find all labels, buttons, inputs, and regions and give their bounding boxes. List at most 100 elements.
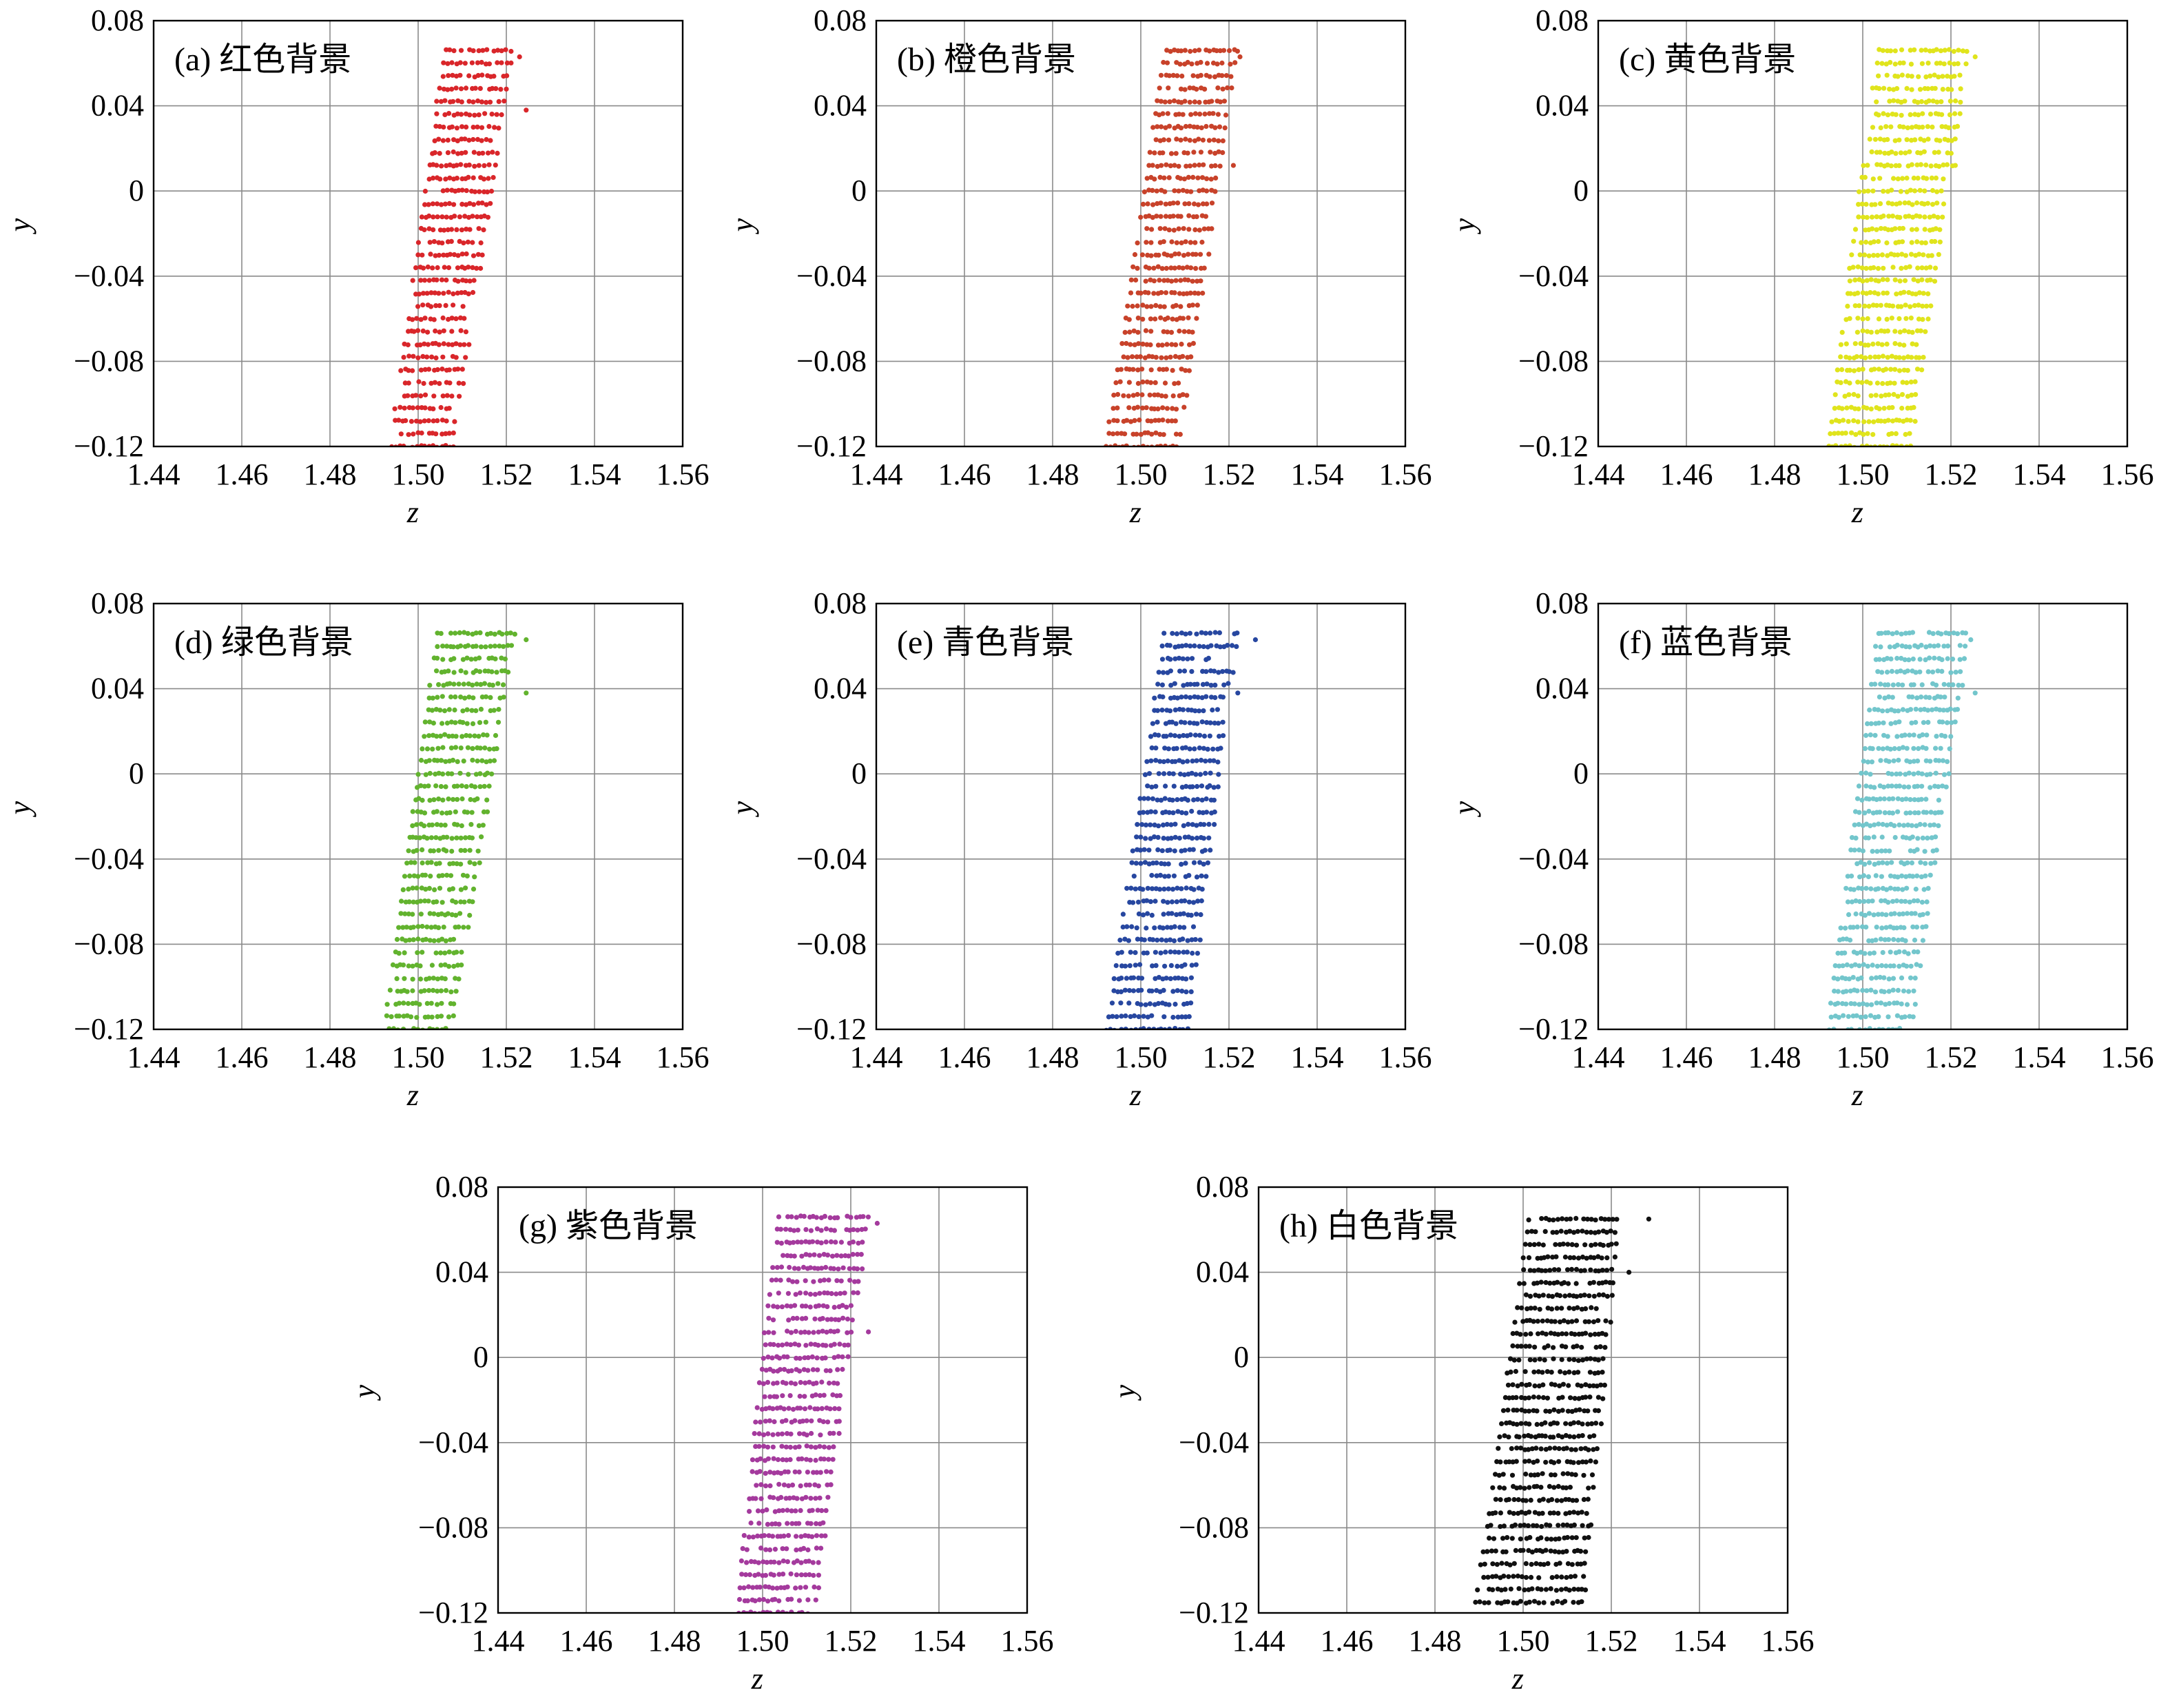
data-point: [1871, 419, 1877, 424]
data-point: [1155, 834, 1161, 840]
data-point: [1139, 976, 1145, 981]
data-point: [1579, 1587, 1584, 1592]
data-point: [1551, 1434, 1556, 1440]
data-point: [457, 393, 462, 399]
data-point: [1972, 54, 1978, 60]
data-point: [1547, 1268, 1553, 1273]
data-point: [453, 912, 459, 918]
data-point: [1220, 138, 1226, 143]
y-axis-label: y: [3, 801, 37, 817]
data-point: [1872, 681, 1878, 687]
data-point: [1214, 48, 1219, 54]
data-point: [1207, 74, 1212, 79]
data-point: [790, 1406, 796, 1412]
data-point: [1212, 809, 1217, 815]
data-point: [774, 1394, 779, 1399]
x-tick-label: 1.54: [1291, 1040, 1344, 1074]
data-point: [1203, 796, 1209, 802]
data-point: [816, 1342, 821, 1348]
data-point: [1167, 99, 1172, 105]
data-point: [1894, 85, 1900, 92]
data-point: [453, 976, 458, 981]
data-point: [1932, 655, 1937, 661]
data-point: [1886, 1000, 1892, 1007]
data-point: [1511, 1561, 1517, 1566]
data-point: [1156, 252, 1161, 258]
data-point: [757, 1585, 763, 1590]
data-point: [1895, 682, 1901, 688]
data-point: [781, 1533, 787, 1539]
data-point: [1949, 87, 1954, 92]
data-point: [785, 1521, 790, 1526]
data-point: [1188, 694, 1193, 700]
data-point: [866, 1329, 871, 1335]
data-point: [1836, 1015, 1841, 1020]
data-point: [792, 1381, 798, 1387]
data-point: [1181, 404, 1187, 410]
data-point: [750, 1457, 756, 1463]
data-point: [1138, 290, 1144, 296]
data-point: [442, 708, 448, 714]
data-point: [1571, 1600, 1576, 1605]
data-point: [1604, 1268, 1610, 1273]
data-point: [1182, 99, 1188, 104]
data-point: [771, 1495, 776, 1501]
data-point: [1138, 834, 1144, 840]
data-point: [1211, 137, 1217, 143]
data-point: [860, 1214, 866, 1220]
data-point: [738, 1558, 744, 1564]
data-point: [1567, 1255, 1573, 1260]
data-point: [1859, 924, 1866, 929]
x-axis-label: z: [406, 495, 419, 529]
data-point: [1921, 252, 1926, 258]
data-point: [758, 1545, 764, 1551]
data-point: [1199, 630, 1204, 635]
data-point: [414, 885, 420, 891]
data-point: [1551, 1460, 1557, 1465]
data-point: [1866, 938, 1872, 944]
data-point: [1160, 822, 1166, 827]
data-point: [435, 367, 440, 373]
data-point: [1187, 163, 1193, 169]
data-point: [1947, 60, 1952, 65]
data-point: [1489, 1574, 1496, 1579]
data-point: [445, 87, 451, 92]
data-point: [1567, 1587, 1572, 1593]
data-point: [476, 226, 482, 231]
data-point: [1879, 393, 1884, 399]
data-point: [1150, 125, 1156, 130]
data-point: [1159, 124, 1164, 130]
data-point: [1891, 98, 1897, 103]
data-point: [1180, 392, 1186, 398]
data-point: [1135, 367, 1141, 373]
data-point: [441, 341, 446, 347]
data-point: [1913, 670, 1919, 675]
data-point: [1866, 188, 1871, 194]
data-point: [1194, 835, 1200, 841]
data-point: [458, 48, 464, 53]
data-point: [462, 316, 467, 321]
data-point: [1149, 784, 1155, 790]
data-point: [1180, 112, 1186, 117]
data-point: [1150, 163, 1155, 168]
data-point: [1839, 367, 1845, 373]
data-point: [838, 1278, 844, 1284]
data-point: [1842, 950, 1848, 956]
data-point: [478, 681, 484, 688]
data-point: [438, 758, 444, 763]
data-point: [1498, 1497, 1503, 1503]
data-point: [1176, 380, 1181, 386]
data-point: [449, 316, 455, 321]
data-point: [1526, 1447, 1531, 1452]
data-point: [756, 1431, 762, 1437]
data-point: [826, 1277, 831, 1283]
data-point: [1235, 690, 1241, 696]
data-point: [485, 150, 491, 156]
data-point: [803, 1290, 809, 1296]
data-point: [1172, 381, 1177, 387]
data-point: [1172, 834, 1178, 840]
data-point: [437, 303, 442, 309]
data-point: [1110, 1014, 1115, 1019]
data-point: [1589, 1472, 1595, 1478]
data-point: [436, 925, 442, 930]
